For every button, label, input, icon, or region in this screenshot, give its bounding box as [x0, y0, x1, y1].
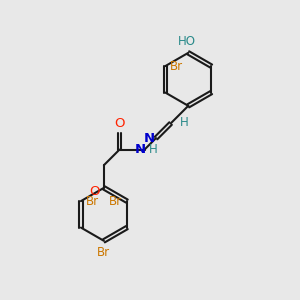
Text: N: N — [135, 143, 146, 156]
Text: Br: Br — [109, 195, 122, 208]
Text: O: O — [114, 117, 125, 130]
Text: Br: Br — [85, 195, 98, 208]
Text: Br: Br — [170, 60, 183, 73]
Text: O: O — [89, 185, 100, 198]
Text: N: N — [143, 132, 155, 145]
Text: Br: Br — [97, 246, 110, 259]
Text: HO: HO — [178, 34, 196, 47]
Text: H: H — [149, 143, 158, 156]
Text: H: H — [180, 116, 189, 129]
